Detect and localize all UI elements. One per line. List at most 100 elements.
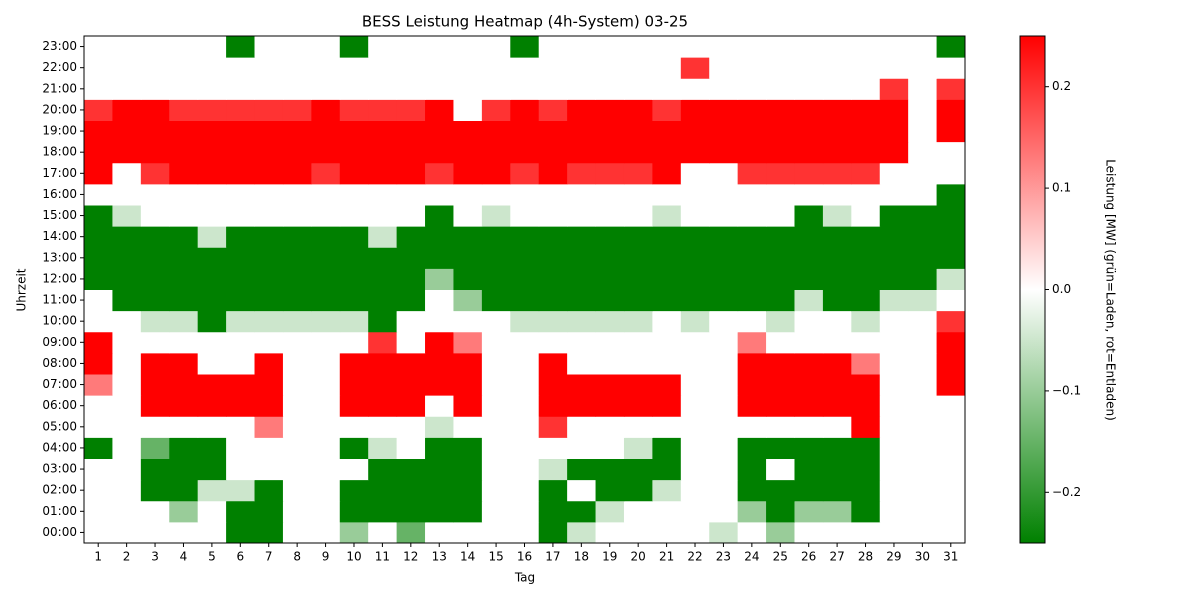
heat-cell [84, 247, 113, 269]
heat-cell [567, 36, 597, 58]
heat-cell [737, 458, 767, 481]
heat-cell [339, 352, 369, 375]
heat-cell [453, 500, 483, 523]
heat-cell [140, 352, 170, 375]
heat-cell [595, 226, 625, 248]
heat-cell [652, 500, 682, 523]
x-tick-label: 10 [346, 550, 361, 564]
x-tick-label: 29 [886, 550, 901, 564]
heat-cell [339, 268, 369, 290]
heat-cell [282, 205, 312, 227]
heat-cell [311, 395, 341, 417]
heat-cell [84, 226, 113, 248]
heat-cell [623, 374, 653, 396]
heat-cell [623, 36, 653, 58]
heat-cell [680, 36, 710, 58]
heat-cell [936, 36, 966, 58]
heat-cell [680, 226, 710, 248]
heat-cell [538, 310, 568, 333]
heat-cell [197, 437, 227, 459]
heat-cell [112, 310, 142, 333]
heat-cell [453, 141, 483, 164]
heat-cell [311, 247, 341, 269]
heat-cell [339, 247, 369, 269]
heat-cell [282, 268, 312, 290]
heat-cell [481, 78, 511, 100]
heat-cell [652, 289, 682, 312]
heat-cell [84, 395, 113, 417]
heat-cell [623, 162, 653, 185]
heat-cell [709, 141, 739, 164]
heat-cell [197, 352, 227, 375]
heat-cell [766, 205, 795, 227]
heat-cell [680, 99, 710, 121]
heat-cell [84, 183, 113, 206]
heat-cell [197, 479, 227, 502]
heat-cell [936, 331, 966, 354]
heat-cell [908, 268, 938, 290]
heat-cell [538, 120, 568, 143]
heat-cell [481, 57, 511, 79]
heat-cell [908, 395, 938, 417]
heat-cell [140, 78, 170, 100]
heat-cell [339, 205, 369, 227]
heat-cell [425, 352, 454, 375]
heat-cell [282, 310, 312, 333]
heat-cell [851, 226, 881, 248]
heat-cell [936, 479, 966, 502]
heat-cell [538, 352, 568, 375]
heat-cell [169, 500, 199, 523]
x-tick-label: 21 [659, 550, 674, 564]
heat-cell [908, 521, 938, 544]
heat-cell [140, 331, 170, 354]
heat-cell [425, 120, 454, 143]
heat-cell [254, 352, 284, 375]
heat-cell [709, 458, 739, 481]
heat-cell [112, 57, 142, 79]
heat-cell [396, 352, 426, 375]
heat-cell [595, 57, 625, 79]
heat-cell [737, 57, 767, 79]
heat-cell [709, 268, 739, 290]
heat-cell [425, 310, 454, 333]
heat-cell [851, 458, 881, 481]
heat-cell [140, 183, 170, 206]
heat-cell [936, 247, 966, 269]
heat-cell [453, 374, 483, 396]
heat-cell [339, 479, 369, 502]
heat-cell [510, 57, 540, 79]
heat-cell [453, 437, 483, 459]
heat-cell [908, 374, 938, 396]
heat-cell [822, 99, 852, 121]
heat-cell [368, 289, 398, 312]
heat-cell [197, 395, 227, 417]
heat-cell [510, 289, 540, 312]
heat-cell [311, 289, 341, 312]
heat-cell [595, 416, 625, 438]
heat-cell [169, 310, 199, 333]
heat-cell [794, 458, 824, 481]
heat-cell [936, 183, 966, 206]
heat-cell [481, 500, 511, 523]
heat-cell [425, 99, 454, 121]
heat-cell [282, 183, 312, 206]
heat-cell [595, 141, 625, 164]
x-tick-label: 9 [322, 550, 330, 564]
heat-cell [538, 162, 568, 185]
y-tick-label: 07:00 [42, 377, 77, 391]
heat-cell [538, 268, 568, 290]
heat-cell [339, 500, 369, 523]
heat-cell [197, 57, 227, 79]
heat-cell [84, 78, 113, 100]
y-tick-label: 23:00 [42, 39, 77, 53]
heat-cell [737, 437, 767, 459]
x-tick-label: 22 [687, 550, 702, 564]
y-tick-label: 04:00 [42, 440, 77, 454]
heat-cell [311, 352, 341, 375]
heat-cell [794, 205, 824, 227]
heat-cell [510, 183, 540, 206]
x-tick-label: 6 [236, 550, 244, 564]
heat-cell [652, 99, 682, 121]
heat-cell [510, 120, 540, 143]
heat-cell [226, 247, 256, 269]
